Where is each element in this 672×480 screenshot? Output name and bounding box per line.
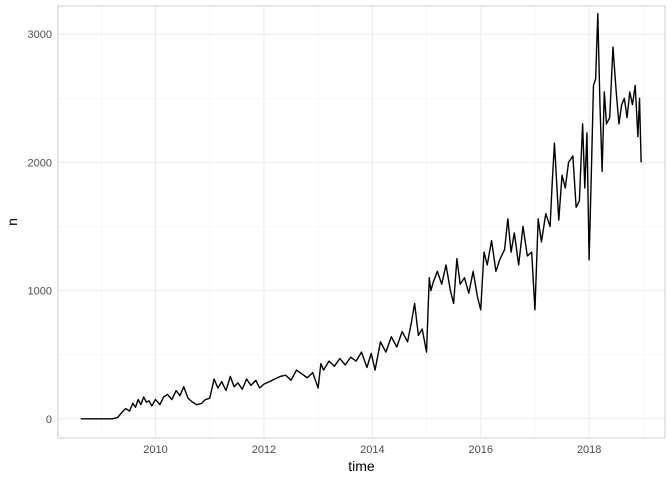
series-line [80,12,642,420]
x-tick-label: 2014 [360,444,384,456]
x-tick-label: 2010 [143,444,167,456]
minor-gridlines [58,6,665,438]
y-tick-label: 3000 [28,29,52,41]
x-tick-label: 2012 [252,444,276,456]
x-tick-label: 2018 [577,444,601,456]
x-axis-title: time [348,458,375,474]
y-tick-label: 2000 [28,157,52,169]
plot-panel-border [57,5,666,439]
x-tick-label: 2016 [468,444,492,456]
y-axis-title: n [4,218,20,226]
y-tick-labels: 0 1000 2000 3000 [28,29,52,426]
y-tick-label: 0 [46,414,52,426]
x-tick-labels: 2010 2012 2014 2016 2018 [143,444,601,456]
y-tick-label: 1000 [28,286,52,298]
